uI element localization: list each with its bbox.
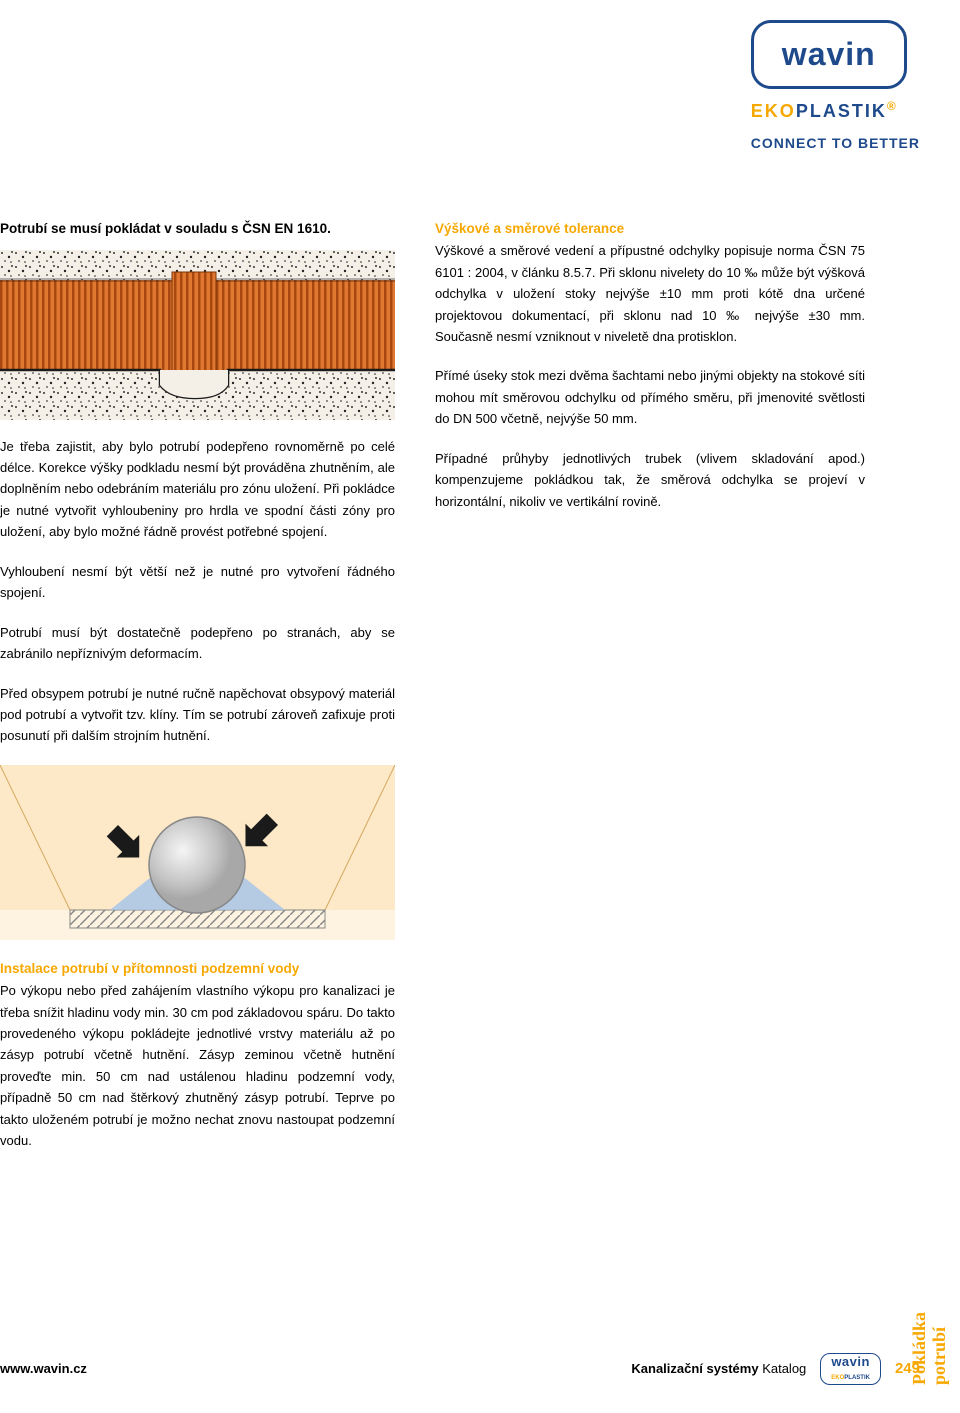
footer-right: Kanalizační systémy Katalog wavin EKOPLA… <box>631 1353 920 1385</box>
side-tab: Pokládka potrubí <box>910 1312 950 1385</box>
subsection-heading: Instalace potrubí v přítomnosti podzemní… <box>0 961 299 976</box>
subsection-heading: Výškové a směrové tolerance <box>435 221 624 236</box>
wavin-logo: wavin <box>751 20 907 89</box>
pipe-wedge-diagram <box>0 765 395 940</box>
body-paragraph: Případné průhyby jednotlivých trubek (vl… <box>435 448 865 512</box>
subsection-paragraph: Instalace potrubí v přítomnosti podzemní… <box>0 958 395 1152</box>
left-column: Potrubí se musí pokládat v souladu s ČSN… <box>0 218 395 1170</box>
footer-title-bold: Kanalizační systémy <box>631 1361 758 1376</box>
ekoplastik-plastik: PLASTIK <box>796 101 887 121</box>
footer-mini-logo: wavin EKOPLASTIK <box>820 1353 881 1385</box>
footer-doc-title: Kanalizační systémy Katalog <box>631 1359 806 1380</box>
ekoplastik-logo: EKOPLASTIK® <box>751 97 920 126</box>
ekoplastik-eko: EKO <box>751 101 796 121</box>
body-text: Výškové a směrové vedení a přípustné odc… <box>435 243 865 344</box>
body-paragraph: Před obsypem potrubí je nutné ručně napě… <box>0 683 395 747</box>
page-footer: www.wavin.cz Kanalizační systémy Katalog… <box>0 1353 920 1385</box>
right-column: Výškové a směrové tolerance Výškové a sm… <box>435 218 865 1170</box>
mini-wavin-text: wavin <box>831 1354 870 1369</box>
body-paragraph: Je třeba zajistit, aby bylo potrubí pode… <box>0 436 395 543</box>
section-heading: Potrubí se musí pokládat v souladu s ČSN… <box>0 218 395 240</box>
footer-url: www.wavin.cz <box>0 1359 87 1380</box>
body-paragraph: Přímé úseky stok mezi dvěma šachtami neb… <box>435 365 865 429</box>
connect-tagline: CONNECT TO BETTER <box>751 132 920 154</box>
side-tab-line1: Pokládka <box>909 1312 929 1385</box>
body-paragraph: Vyhloubení nesmí být větší než je nutné … <box>0 561 395 604</box>
side-tab-line2: potrubí <box>929 1327 949 1385</box>
body-paragraph: Potrubí musí být dostatečně podepřeno po… <box>0 622 395 665</box>
body-text: Po výkopu nebo před zahájením vlastního … <box>0 983 395 1148</box>
page-content: Potrubí se musí pokládat v souladu s ČSN… <box>0 218 920 1170</box>
wavin-logo-text: wavin <box>782 36 876 72</box>
pipe-bedding-diagram <box>0 250 395 420</box>
subsection-paragraph: Výškové a směrové tolerance Výškové a sm… <box>435 218 865 347</box>
brand-logo-block: wavin EKOPLASTIK® CONNECT TO BETTER <box>751 20 920 154</box>
footer-title-light: Katalog <box>759 1361 807 1376</box>
mini-ekoplastik: EKOPLASTIK <box>831 1375 870 1381</box>
registered-mark: ® <box>887 99 898 113</box>
